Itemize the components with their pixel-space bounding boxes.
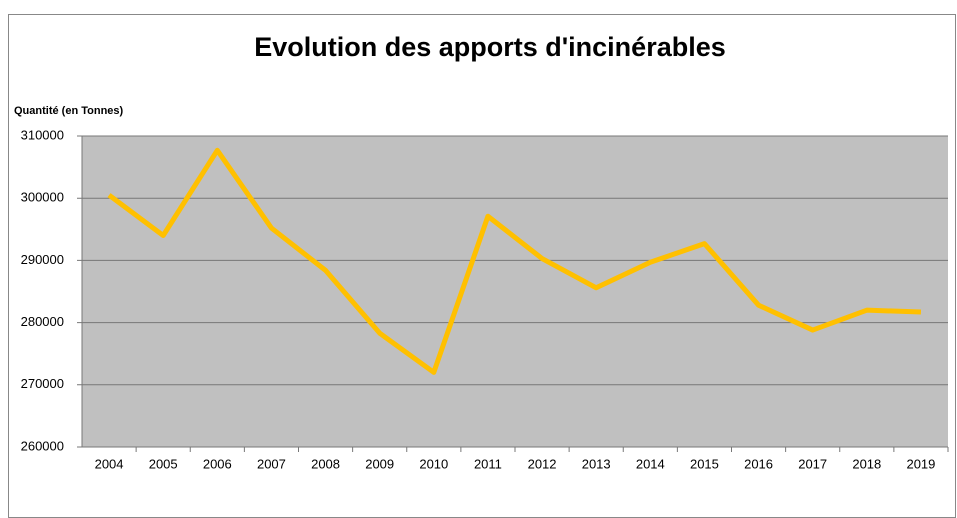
y-tick-label: 280000 xyxy=(21,314,64,329)
x-tick-label: 2012 xyxy=(528,456,557,471)
x-tick-label: 2004 xyxy=(95,456,124,471)
chart-title: Evolution des apports d'incinérables xyxy=(254,32,726,62)
y-tick-label: 310000 xyxy=(21,127,64,142)
y-tick-label: 270000 xyxy=(21,376,64,391)
x-tick-label: 2009 xyxy=(365,456,394,471)
y-tick-label: 290000 xyxy=(21,252,64,267)
plot-area xyxy=(82,136,948,447)
x-tick-label: 2018 xyxy=(852,456,881,471)
x-tick-label: 2017 xyxy=(798,456,827,471)
x-tick-label: 2005 xyxy=(149,456,178,471)
x-tick-label: 2007 xyxy=(257,456,286,471)
x-tick-label: 2013 xyxy=(582,456,611,471)
x-tick-label: 2014 xyxy=(636,456,665,471)
x-tick-label: 2008 xyxy=(311,456,340,471)
x-tick-label: 2016 xyxy=(744,456,773,471)
data-line xyxy=(107,147,922,375)
y-axis-label: Quantité (en Tonnes) xyxy=(14,105,124,117)
y-tick-label: 300000 xyxy=(21,190,64,205)
x-tick-label: 2010 xyxy=(419,456,448,471)
x-tick-label: 2011 xyxy=(474,456,502,471)
y-tick-label: 260000 xyxy=(21,438,64,453)
x-tick-label: 2006 xyxy=(203,456,232,471)
x-tick-label: 2015 xyxy=(690,456,719,471)
x-tick-label: 2019 xyxy=(906,456,935,471)
